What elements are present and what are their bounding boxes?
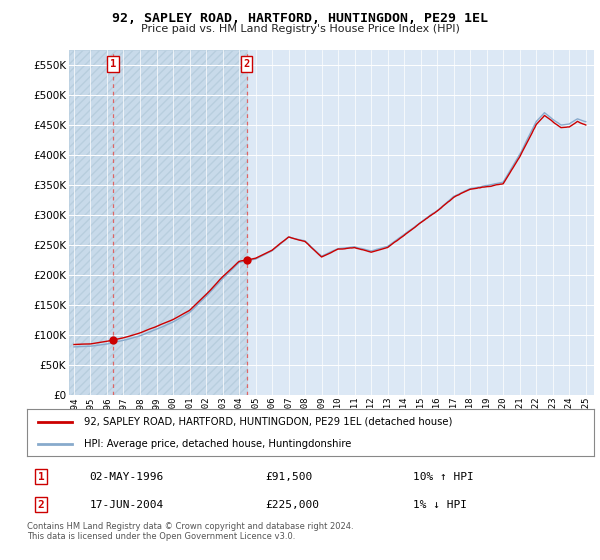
Text: Contains HM Land Registry data © Crown copyright and database right 2024.
This d: Contains HM Land Registry data © Crown c… [27, 522, 353, 542]
Text: £91,500: £91,500 [265, 472, 313, 482]
Text: 17-JUN-2004: 17-JUN-2004 [89, 500, 164, 510]
Text: 1: 1 [38, 472, 44, 482]
Text: £225,000: £225,000 [265, 500, 319, 510]
Text: 02-MAY-1996: 02-MAY-1996 [89, 472, 164, 482]
Bar [69, 50, 247, 395]
Text: 1: 1 [110, 59, 116, 69]
Text: 1% ↓ HPI: 1% ↓ HPI [413, 500, 467, 510]
Text: 10% ↑ HPI: 10% ↑ HPI [413, 472, 473, 482]
Text: 2: 2 [38, 500, 44, 510]
Text: 2: 2 [244, 59, 250, 69]
Text: 92, SAPLEY ROAD, HARTFORD, HUNTINGDON, PE29 1EL (detached house): 92, SAPLEY ROAD, HARTFORD, HUNTINGDON, P… [84, 417, 452, 427]
Text: Price paid vs. HM Land Registry's House Price Index (HPI): Price paid vs. HM Land Registry's House … [140, 24, 460, 34]
Text: HPI: Average price, detached house, Huntingdonshire: HPI: Average price, detached house, Hunt… [84, 438, 351, 449]
Text: 92, SAPLEY ROAD, HARTFORD, HUNTINGDON, PE29 1EL: 92, SAPLEY ROAD, HARTFORD, HUNTINGDON, P… [112, 12, 488, 25]
